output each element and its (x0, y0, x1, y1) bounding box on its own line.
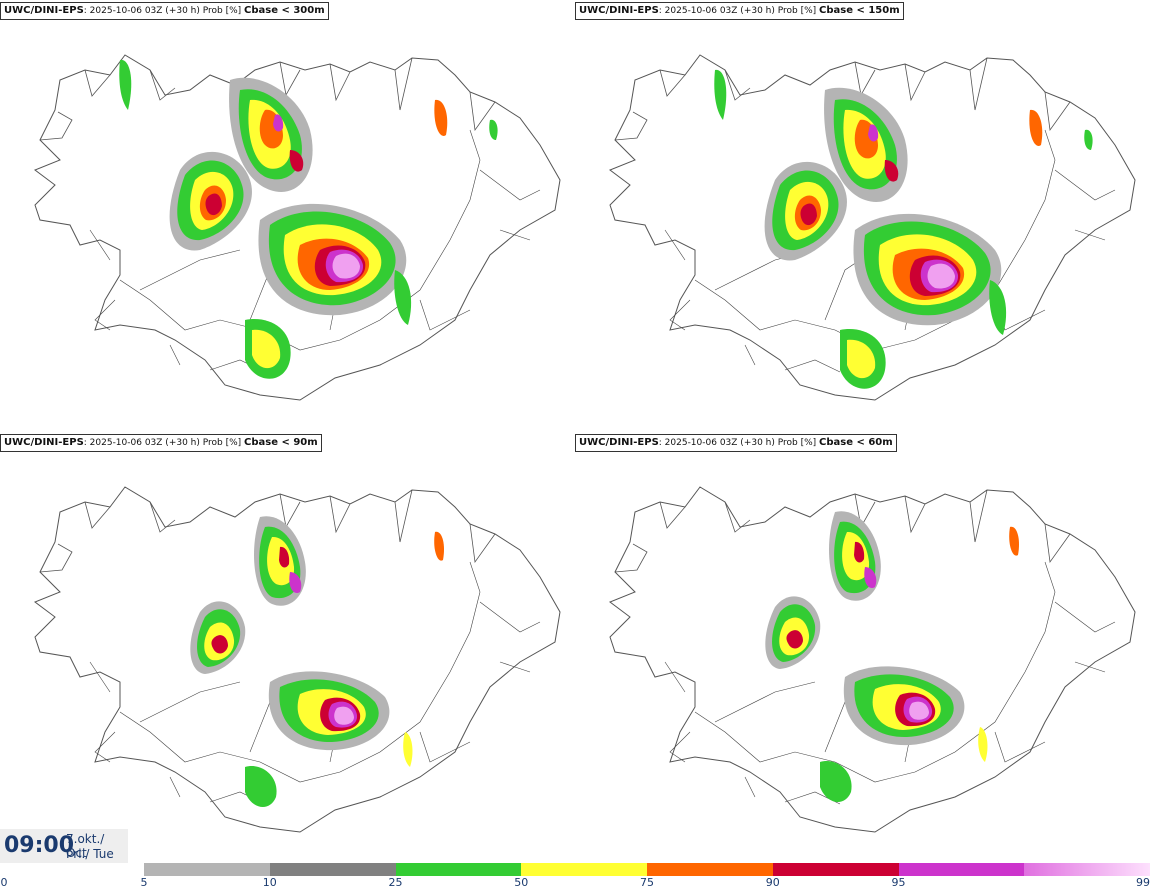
colorbar-segment (898, 863, 1025, 876)
colorbar-tick-label: 50 (514, 876, 529, 889)
colorbar-segment (144, 863, 270, 876)
colorbar-ticks: 0 5 10 25 50 75 90 95 99 (0, 876, 1150, 891)
colorbar-segment (647, 863, 773, 876)
iceland-probability-map (609, 486, 1136, 833)
colorbar-tick-label: 5 (140, 876, 148, 889)
run-info: : 2025-10-06 03Z (+30 h) Prob [%] (83, 6, 245, 16)
colorbar-segment (395, 863, 522, 876)
model-label: UWC/DINI-EPS (579, 5, 659, 16)
map-panel-cbase-60: UWC/DINI-EPS: 2025-10-06 03Z (+30 h) Pro… (575, 432, 1150, 864)
variable-label: Cbase < 300m (244, 5, 325, 16)
model-label: UWC/DINI-EPS (579, 437, 659, 448)
colorbar-segment (269, 863, 396, 876)
colorbar-tick-label: 99 (1136, 876, 1150, 889)
panel-title: UWC/DINI-EPS: 2025-10-06 03Z (+30 h) Pro… (0, 434, 322, 452)
model-label: UWC/DINI-EPS (4, 5, 84, 16)
iceland-probability-map (609, 54, 1136, 401)
model-label: UWC/DINI-EPS (4, 437, 84, 448)
panel-title: UWC/DINI-EPS: 2025-10-06 03Z (+30 h) Pro… (575, 434, 897, 452)
iceland-probability-map (34, 486, 561, 833)
map-panel-cbase-90: UWC/DINI-EPS: 2025-10-06 03Z (+30 h) Pro… (0, 432, 575, 864)
colorbar-tick-label: 90 (765, 876, 780, 889)
variable-label: Cbase < 150m (819, 5, 900, 16)
valid-time-box: 09:00 7.okt./ Oct Þri./ Tue (0, 829, 128, 863)
map-panel-cbase-300: UWC/DINI-EPS: 2025-10-06 03Z (+30 h) Pro… (0, 0, 575, 432)
valid-clock: 09:00 (4, 833, 75, 858)
colorbar-tick-label: 95 (891, 876, 906, 889)
panel-title: UWC/DINI-EPS: 2025-10-06 03Z (+30 h) Pro… (0, 2, 329, 20)
colorbar-segment (772, 863, 899, 876)
colorbar-segment (1024, 863, 1150, 876)
variable-label: Cbase < 60m (819, 437, 893, 448)
iceland-probability-map (34, 54, 561, 401)
map-panel-cbase-150: UWC/DINI-EPS: 2025-10-06 03Z (+30 h) Pro… (575, 0, 1150, 432)
run-info: : 2025-10-06 03Z (+30 h) Prob [%] (83, 438, 245, 448)
variable-label: Cbase < 90m (244, 437, 318, 448)
run-info: : 2025-10-06 03Z (+30 h) Prob [%] (658, 6, 820, 16)
panel-title: UWC/DINI-EPS: 2025-10-06 03Z (+30 h) Pro… (575, 2, 904, 20)
colorbar-tick-label: 25 (388, 876, 403, 889)
valid-date-line1: 7.okt./ Oct (66, 832, 105, 860)
colorbar-tick-label: 0 (0, 876, 8, 889)
colorbar-tick-label: 75 (640, 876, 654, 889)
colorbar-tick-label: 10 (262, 876, 277, 889)
colorbar-segment (521, 863, 647, 876)
run-info: : 2025-10-06 03Z (+30 h) Prob [%] (658, 438, 820, 448)
valid-date-line2: Þri./ Tue (66, 847, 114, 861)
probability-colorbar (144, 863, 1150, 876)
